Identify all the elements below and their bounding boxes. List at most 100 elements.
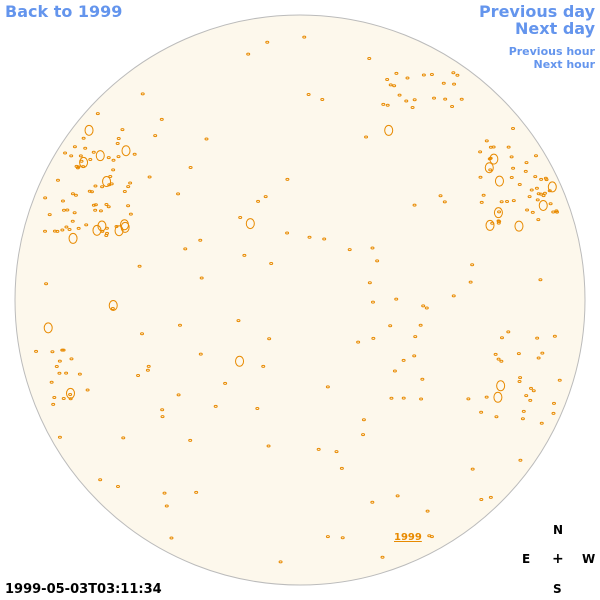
- contour: [427, 534, 432, 538]
- contour: [115, 484, 120, 488]
- contour: [325, 385, 330, 389]
- contour: [420, 377, 425, 381]
- contour: [479, 410, 484, 414]
- contour: [114, 225, 124, 237]
- contour: [188, 438, 193, 442]
- contour: [535, 198, 540, 202]
- contour: [425, 509, 430, 513]
- contour: [529, 188, 534, 192]
- contour: [534, 186, 539, 190]
- contour: [506, 330, 511, 334]
- contour: [541, 194, 546, 198]
- contour: [424, 306, 429, 310]
- contour: [470, 467, 475, 471]
- contour: [413, 335, 418, 339]
- contour: [153, 134, 158, 138]
- contour: [169, 536, 174, 540]
- contour: [385, 78, 390, 82]
- contour: [68, 393, 73, 397]
- contour: [285, 177, 290, 181]
- contour: [491, 145, 496, 149]
- contour: [419, 397, 424, 401]
- contour: [50, 350, 55, 354]
- contour: [162, 491, 167, 495]
- contour: [493, 207, 503, 219]
- contour: [104, 202, 109, 206]
- contour: [89, 190, 94, 194]
- contour: [518, 376, 523, 380]
- contour: [128, 181, 133, 185]
- contour: [536, 192, 541, 196]
- year-link[interactable]: 1999: [394, 532, 422, 543]
- contour: [497, 210, 502, 214]
- contour: [121, 145, 131, 157]
- contour: [307, 235, 312, 239]
- contour: [551, 411, 556, 415]
- contour: [128, 212, 133, 216]
- contour: [540, 351, 545, 355]
- contour: [494, 175, 504, 187]
- contour: [394, 297, 399, 301]
- contour: [126, 185, 131, 189]
- contour: [65, 208, 70, 212]
- contour: [44, 282, 49, 286]
- contours: [34, 35, 562, 564]
- contour: [266, 444, 271, 448]
- contour: [516, 352, 521, 356]
- contour: [100, 185, 105, 189]
- contour: [528, 398, 533, 402]
- contour: [119, 219, 129, 231]
- contour: [466, 397, 471, 401]
- contour: [536, 218, 541, 222]
- contour: [410, 105, 415, 109]
- contour: [106, 156, 111, 160]
- contour: [509, 175, 514, 179]
- contour: [106, 205, 111, 209]
- contour: [49, 380, 54, 384]
- contour: [412, 203, 417, 207]
- contour: [73, 193, 78, 197]
- contour: [554, 209, 559, 213]
- contour: [54, 365, 59, 369]
- compass-south: S: [553, 582, 562, 596]
- next-hour-link[interactable]: Next hour: [533, 58, 596, 71]
- contour: [538, 192, 543, 196]
- contour: [443, 97, 448, 101]
- contour: [60, 199, 65, 203]
- contour: [529, 386, 533, 390]
- contour: [126, 204, 131, 208]
- contour: [110, 306, 115, 310]
- contour: [547, 181, 557, 193]
- contour: [120, 128, 125, 132]
- next-day-link[interactable]: Next day: [515, 19, 595, 38]
- previous-hour-link[interactable]: Previous hour: [508, 45, 595, 58]
- contour: [438, 194, 443, 198]
- back-link[interactable]: Back to 1999: [5, 2, 123, 21]
- contour: [267, 337, 272, 341]
- contour: [164, 504, 169, 508]
- contour: [367, 281, 372, 285]
- previous-day-link[interactable]: Previous day: [478, 2, 595, 21]
- contour: [405, 76, 410, 80]
- contour: [160, 408, 165, 412]
- contour: [88, 157, 93, 161]
- contour: [533, 175, 538, 179]
- contour: [269, 262, 274, 266]
- contour: [384, 124, 394, 136]
- contour: [441, 81, 446, 85]
- contour: [506, 145, 511, 149]
- contour: [468, 280, 473, 284]
- contour: [140, 332, 145, 336]
- contour: [47, 213, 52, 217]
- contour: [322, 237, 327, 241]
- contour: [70, 192, 75, 196]
- compass-east: E: [522, 552, 531, 566]
- contour: [246, 52, 251, 56]
- contour: [81, 165, 86, 169]
- contour: [505, 199, 510, 203]
- timestamp: 1999-05-03T03:11:34: [5, 582, 162, 597]
- contour: [432, 96, 437, 100]
- contour: [261, 364, 266, 368]
- contour: [339, 466, 344, 470]
- contour: [93, 208, 98, 212]
